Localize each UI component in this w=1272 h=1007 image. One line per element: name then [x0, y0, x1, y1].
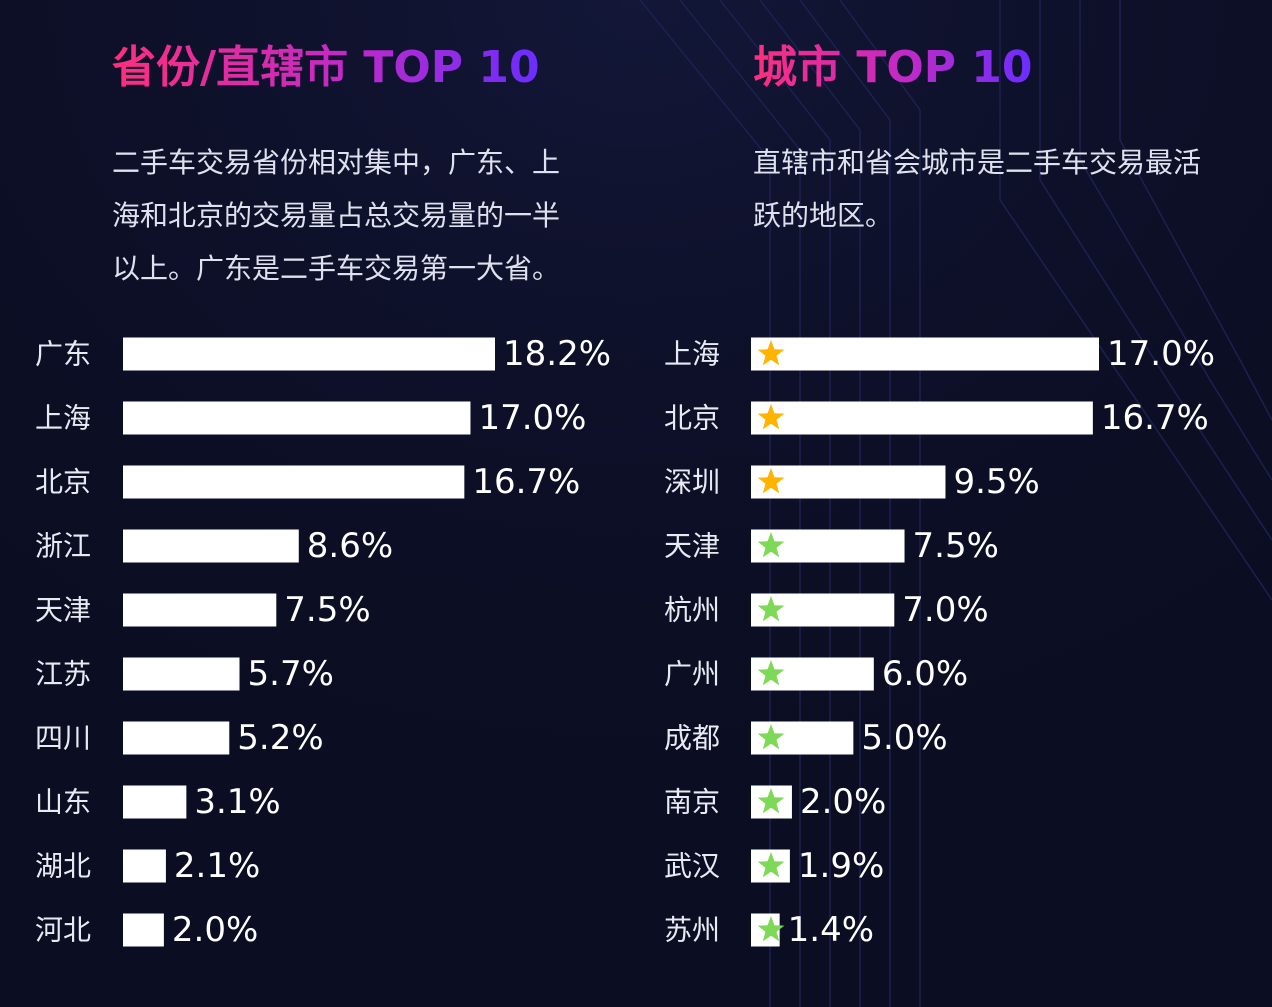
bar — [123, 849, 166, 883]
star-icon — [757, 340, 785, 366]
value-label: 6.0% — [882, 654, 968, 694]
bar — [123, 785, 187, 819]
category-label: 北京 — [35, 466, 91, 499]
category-label: 河北 — [35, 914, 91, 947]
category-label: 杭州 — [664, 594, 720, 627]
category-label: 北京 — [664, 402, 720, 435]
bar — [123, 401, 471, 435]
bar — [123, 913, 164, 947]
category-label: 深圳 — [664, 466, 720, 499]
bar — [123, 529, 299, 563]
category-label: 上海 — [35, 402, 91, 435]
category-label: 湖北 — [35, 850, 91, 883]
city-title: 城市 TOP 10 — [753, 38, 1033, 98]
category-label: 武汉 — [664, 850, 720, 883]
category-label: 山东 — [35, 786, 91, 819]
bar — [123, 337, 495, 371]
value-label: 17.0% — [1107, 334, 1215, 374]
value-label: 1.4% — [788, 910, 874, 950]
star-icon — [757, 916, 785, 942]
star-icon — [757, 532, 785, 558]
star-icon — [757, 788, 785, 814]
value-label: 5.2% — [237, 718, 323, 758]
value-label: 2.0% — [800, 782, 886, 822]
category-label: 南京 — [664, 786, 720, 819]
bar — [123, 721, 230, 755]
star-icon — [757, 660, 785, 686]
category-label: 成都 — [664, 722, 720, 755]
value-label: 16.7% — [472, 462, 580, 502]
value-label: 5.7% — [248, 654, 334, 694]
category-label: 四川 — [35, 722, 91, 755]
city-bar-chart: 上海 17.0% 北京 16.7% 深圳 9.5% 天津 7.5% 杭州 7.0% 广州 6.0% 成都… — [664, 334, 1215, 950]
value-label: 18.2% — [503, 334, 611, 374]
star-icon — [757, 404, 785, 430]
bar — [751, 337, 1099, 371]
value-label: 9.5% — [953, 462, 1039, 502]
bar — [123, 465, 465, 499]
bar — [123, 593, 277, 627]
value-label: 5.0% — [861, 718, 947, 758]
value-label: 2.1% — [174, 846, 260, 886]
province-bar-chart: 广东 18.2% 上海 17.0% 北京 16.7% 浙江 8.6% 天津 7.5% 江苏 5.7% 四… — [35, 334, 611, 950]
bar — [123, 657, 240, 691]
value-label: 16.7% — [1101, 398, 1209, 438]
star-icon — [757, 596, 785, 622]
value-label: 3.1% — [194, 782, 280, 822]
category-label: 天津 — [664, 530, 720, 563]
category-label: 江苏 — [35, 658, 91, 691]
bar — [751, 465, 946, 499]
category-label: 广东 — [35, 338, 91, 371]
category-label: 天津 — [35, 594, 91, 627]
category-label: 浙江 — [35, 530, 91, 563]
star-icon — [757, 852, 785, 878]
value-label: 17.0% — [478, 398, 586, 438]
value-label: 2.0% — [172, 910, 258, 950]
star-icon — [757, 468, 785, 494]
bar — [751, 401, 1093, 435]
province-title: 省份/直辖市 TOP 10 — [112, 38, 540, 98]
city-panel: 城市 TOP 10 直辖市和省会城市是二手车交易最活跃的地区。 上海 17.0% 北… — [636, 0, 1272, 1007]
province-panel: 省份/直辖市 TOP 10 二手车交易省份相对集中，广东、上海和北京的交易量占总… — [35, 38, 611, 950]
star-icon — [757, 724, 785, 750]
category-label: 上海 — [664, 338, 720, 371]
value-label: 1.9% — [798, 846, 884, 886]
value-label: 8.6% — [307, 526, 393, 566]
category-label: 苏州 — [664, 914, 720, 947]
value-label: 7.5% — [284, 590, 370, 630]
city-description: 直辖市和省会城市是二手车交易最活跃的地区。 — [753, 146, 1202, 232]
category-label: 广州 — [664, 658, 720, 691]
value-label: 7.0% — [902, 590, 988, 630]
province-description: 二手车交易省份相对集中，广东、上海和北京的交易量占总交易量的一半以上。广东是二手… — [112, 146, 561, 285]
value-label: 7.5% — [913, 526, 999, 566]
